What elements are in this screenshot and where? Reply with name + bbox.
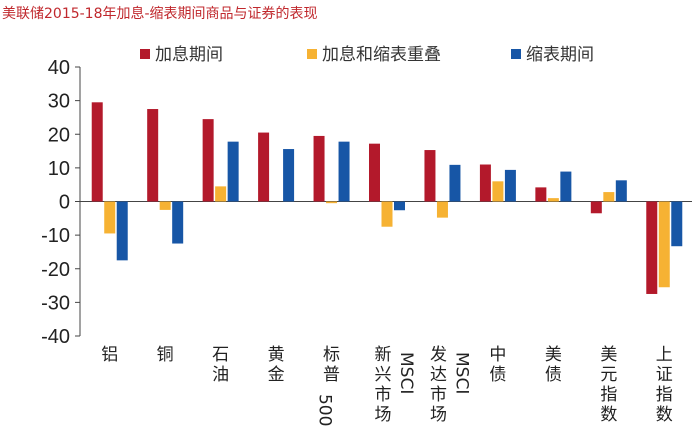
bar-series3-7 — [449, 164, 461, 202]
x-label-3-line-1: 石 — [212, 345, 229, 365]
x-label-7-line-4: 场 — [430, 405, 447, 425]
legend-swatch-2 — [307, 49, 317, 59]
y-tick-label: 40 — [48, 57, 70, 79]
x-label-6-line-2: 兴 — [375, 365, 392, 385]
bar-series2-6 — [381, 201, 393, 227]
bar-series3-9 — [560, 171, 572, 202]
bar-series2-10 — [603, 192, 615, 202]
bar-series3-6 — [394, 201, 405, 211]
y-tick-label: -40 — [41, 326, 70, 348]
bar-series1-3 — [202, 119, 214, 202]
x-label-11-line-1: 上 — [656, 345, 673, 365]
bar-series1-1 — [91, 102, 103, 202]
chart-title: 美联储2015-18年加息-缩表期间商品与证券的表现 — [2, 5, 318, 22]
x-label-11-line-3: 指 — [656, 385, 673, 405]
bar-series1-4 — [258, 132, 270, 202]
x-label-9-line-1: 美 — [545, 345, 562, 365]
x-label-3-line-2: 油 — [212, 365, 229, 385]
legend-label-2: 加息和缩表重叠 — [322, 45, 441, 65]
y-axis: 40 30 20 10 0 -10 -20 -30 -40 — [41, 57, 692, 348]
y-tick-label: 0 — [59, 192, 70, 214]
bar-series1-10 — [590, 201, 602, 214]
bar-series3-5 — [338, 141, 350, 202]
x-label-7-line-3: 市 — [430, 385, 447, 405]
x-label-5-line-2: 普 — [323, 365, 340, 385]
bar-series2-3 — [215, 186, 227, 202]
bar-series1-7 — [424, 150, 436, 202]
x-label-7-side: MSCI — [451, 352, 471, 394]
y-tick-label: 30 — [48, 91, 70, 113]
y-tick-label: 20 — [48, 124, 70, 146]
bar-series3-3 — [227, 141, 239, 202]
x-label-11-line-4: 数 — [656, 405, 673, 425]
x-label-8-line-1: 中 — [489, 345, 506, 365]
x-label-7-line-1: 发 — [430, 345, 447, 365]
y-tick-label: -30 — [41, 292, 70, 314]
x-label-11-line-2: 证 — [656, 365, 673, 385]
bar-series3-2 — [172, 201, 184, 244]
x-label-8-line-2: 债 — [489, 365, 506, 385]
x-label-7-line-2: 达 — [430, 365, 447, 385]
legend-label-3: 缩表期间 — [526, 45, 594, 65]
x-label-4-line-1: 黄 — [268, 345, 285, 365]
bar-series1-9 — [535, 187, 547, 202]
x-label-5-line-1: 标 — [323, 345, 340, 365]
x-label-6-line-1: 新 — [375, 345, 392, 365]
bars — [91, 102, 683, 294]
bar-series2-8 — [492, 181, 504, 202]
legend-swatch-1 — [140, 49, 150, 59]
x-label-1-line-1: 铝 — [101, 345, 118, 365]
bar-series1-5 — [313, 135, 325, 202]
x-label-6-line-3: 市 — [375, 385, 392, 405]
bar-series1-6 — [369, 143, 380, 202]
x-axis-labels: 铝铜石油黄金标普500新兴市场MSCI 发达市场MSCI 中债美债美元指数上证指数 — [101, 345, 673, 426]
bar-series1-8 — [479, 164, 491, 202]
bar-series1-2 — [147, 109, 159, 202]
legend: 加息期间 加息和缩表重叠 缩表期间 — [140, 45, 594, 65]
bar-series2-11 — [658, 201, 670, 288]
x-label-10-line-1: 美 — [600, 345, 617, 365]
bar-series1-11 — [646, 201, 658, 294]
bar-series2-5 — [326, 201, 338, 204]
x-label-4-line-2: 金 — [268, 365, 285, 385]
x-label-6-line-4: 场 — [375, 405, 392, 425]
x-label-10-line-3: 指 — [600, 385, 617, 405]
x-label-9-line-2: 债 — [545, 365, 562, 385]
x-label-6-side: MSCI — [396, 352, 416, 394]
bar-series2-9 — [547, 198, 559, 202]
legend-swatch-3 — [511, 49, 521, 59]
x-label-5-line-3: 500 — [315, 394, 335, 426]
bar-series2-1 — [104, 201, 116, 234]
bar-series3-8 — [504, 169, 516, 202]
y-tick-label: -20 — [41, 259, 70, 281]
bar-series3-1 — [116, 201, 128, 261]
bar-series3-10 — [615, 180, 627, 202]
x-label-10-line-4: 数 — [600, 405, 617, 425]
x-label-10-line-2: 元 — [600, 365, 617, 385]
bar-series3-11 — [671, 201, 683, 247]
bar-series3-4 — [283, 149, 295, 202]
y-tick-label: 10 — [48, 158, 70, 180]
x-label-2-line-1: 铜 — [157, 345, 174, 365]
y-tick-label: -10 — [41, 225, 70, 247]
bar-series2-7 — [436, 201, 448, 218]
legend-label-1: 加息期间 — [155, 45, 223, 65]
bar-series2-2 — [159, 201, 171, 210]
